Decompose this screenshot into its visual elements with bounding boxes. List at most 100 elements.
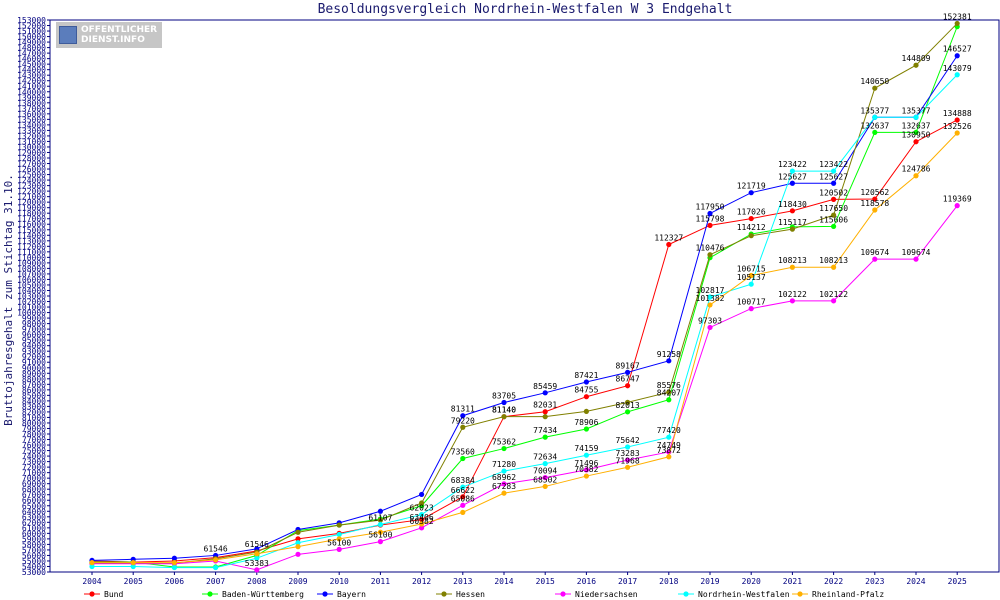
data-point — [666, 434, 672, 440]
y-tick-label: 104000 — [17, 286, 46, 295]
data-label: 77434 — [533, 426, 557, 435]
y-tick-label: 133000 — [17, 126, 46, 135]
data-point — [336, 522, 342, 528]
data-label: 97303 — [698, 316, 722, 325]
y-tick-label: 137000 — [17, 104, 46, 113]
data-point — [666, 397, 672, 403]
data-point — [336, 531, 342, 538]
data-label: 74159 — [574, 444, 598, 453]
data-label: 144809 — [902, 54, 931, 63]
x-tick-label: 2022 — [824, 577, 843, 586]
data-point — [295, 529, 301, 535]
y-tick-label: 97000 — [22, 325, 46, 334]
series-line — [91, 55, 958, 561]
data-label: 105137 — [737, 273, 766, 282]
data-label: 65086 — [451, 494, 475, 503]
data-point — [542, 390, 548, 396]
data-point — [419, 525, 425, 531]
data-point — [954, 53, 960, 59]
y-tick-label: 110000 — [17, 253, 46, 262]
y-tick-label: 81000 — [22, 413, 46, 422]
series-lines — [89, 20, 960, 573]
y-tick-label: 79000 — [22, 424, 46, 433]
y-tick-label: 75000 — [22, 447, 46, 456]
data-point — [913, 173, 919, 179]
data-point — [666, 389, 672, 395]
y-tick-label: 58000 — [22, 540, 46, 549]
data-label: 53383 — [245, 559, 269, 568]
data-label: 123422 — [819, 160, 848, 169]
y-tick-label: 106000 — [17, 275, 46, 284]
data-point — [583, 408, 590, 415]
axes: 5300054000550005600057000580005900060000… — [17, 16, 1000, 586]
data-point — [954, 20, 960, 27]
data-label: 91258 — [657, 350, 681, 359]
data-label: 110476 — [696, 244, 725, 253]
series-line — [92, 205, 958, 571]
x-tick-label: 2010 — [330, 577, 349, 586]
data-label: 132637 — [860, 121, 889, 130]
data-label: 120562 — [860, 188, 889, 197]
data-label: 81140 — [492, 406, 516, 415]
data-point — [213, 557, 219, 563]
data-labels: 61546 66622 81140 82031 84755 86747 112327 1157… — [204, 12, 972, 567]
data-point — [707, 294, 713, 300]
data-label: 56100 — [368, 531, 392, 540]
y-tick-label: 98000 — [22, 320, 46, 329]
data-label: 86747 — [616, 375, 640, 384]
data-point — [872, 196, 878, 202]
data-label: 102817 — [696, 286, 725, 295]
data-point — [583, 467, 590, 473]
data-point — [789, 298, 796, 304]
y-tick-label: 151000 — [17, 27, 46, 36]
data-point — [913, 139, 919, 145]
y-tick-label: 59000 — [22, 535, 46, 544]
data-point — [707, 324, 713, 331]
y-tick-label: 135000 — [17, 115, 46, 124]
y-tick-label: 66000 — [22, 496, 46, 505]
data-label: 152381 — [943, 12, 972, 21]
data-label: 82031 — [533, 401, 557, 410]
data-point — [625, 457, 631, 463]
x-tick-label: 2015 — [536, 577, 555, 586]
data-label: 81311 — [451, 405, 475, 414]
y-tick-label: 74000 — [22, 452, 46, 461]
data-label: 77420 — [657, 426, 681, 435]
data-point — [295, 544, 301, 550]
legend-label: Niedersachsen — [575, 590, 638, 599]
y-tick-label: 61000 — [22, 524, 46, 533]
data-point — [954, 203, 960, 209]
y-tick-label: 87000 — [22, 380, 46, 389]
y-tick-label: 124000 — [17, 176, 46, 185]
y-tick-label: 76000 — [22, 441, 46, 450]
data-label: 68502 — [533, 475, 557, 484]
x-tick-label: 2009 — [288, 577, 307, 586]
data-point — [789, 168, 796, 174]
data-point — [913, 114, 919, 120]
y-tick-label: 113000 — [17, 237, 46, 246]
data-point — [460, 424, 466, 430]
legend-swatch-marker — [207, 591, 213, 597]
y-tick-label: 134000 — [17, 121, 46, 130]
data-label: 143079 — [943, 64, 972, 73]
y-tick-label: 119000 — [17, 204, 46, 213]
data-label: 134888 — [943, 109, 972, 118]
y-tick-label: 142000 — [17, 77, 46, 86]
y-tick-label: 152000 — [17, 22, 46, 31]
legend-label: Bayern — [337, 590, 366, 599]
data-label: 115117 — [778, 218, 807, 227]
data-label: 135377 — [902, 106, 931, 115]
data-label: 124786 — [902, 165, 931, 174]
y-tick-label: 144000 — [17, 66, 46, 75]
data-point — [913, 256, 919, 262]
y-tick-label: 84000 — [22, 397, 46, 406]
data-point — [419, 521, 425, 527]
legend-item: Bayern — [317, 590, 366, 599]
data-label: 84755 — [574, 386, 598, 395]
y-tick-label: 148000 — [17, 44, 46, 53]
data-point — [748, 281, 754, 287]
data-point — [501, 445, 507, 452]
data-label: 117950 — [696, 202, 725, 211]
data-point — [542, 414, 548, 420]
data-point — [872, 114, 878, 120]
